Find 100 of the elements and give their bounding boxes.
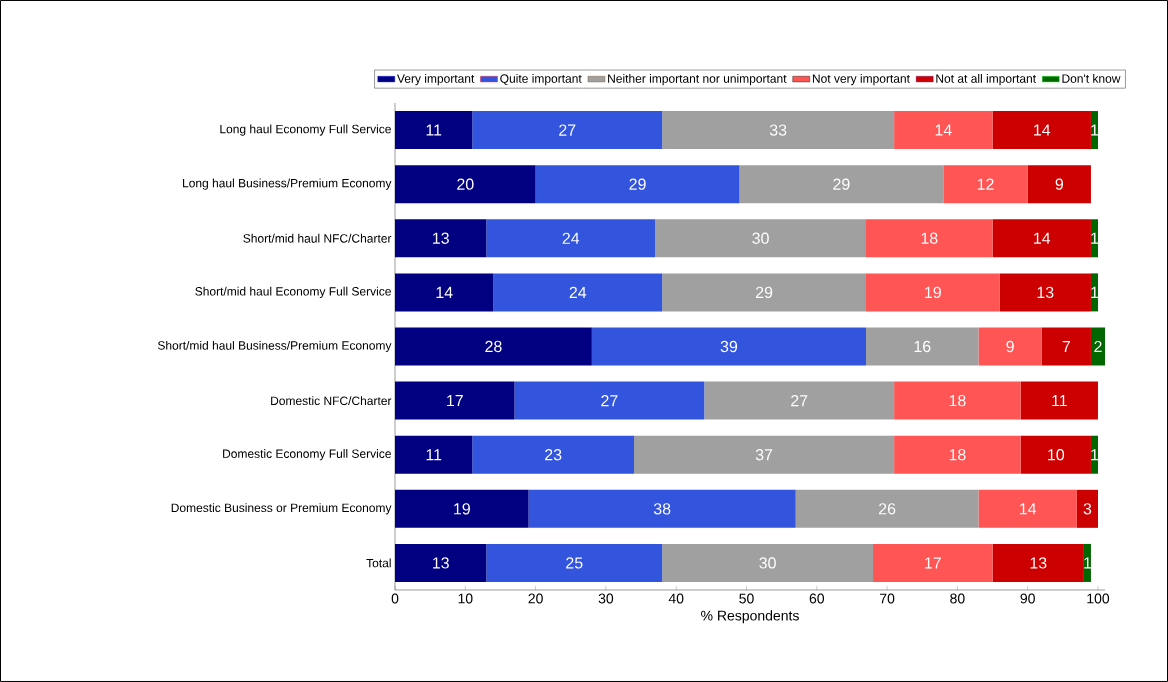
x-tick-label: 70 (880, 593, 895, 604)
bar (634, 435, 895, 474)
bar (999, 273, 1091, 312)
data-label: 14 (1034, 124, 1051, 136)
legend-label: Not very important (812, 74, 910, 86)
bar (739, 165, 944, 204)
bar (395, 381, 515, 420)
bar (894, 435, 1021, 474)
y-tick-label: Short/mid haul NFC/Charter (243, 233, 392, 243)
data-label: 27 (559, 124, 576, 136)
bar (1076, 489, 1098, 528)
data-label: 30 (752, 232, 769, 244)
data-label: 14 (436, 286, 453, 298)
data-label: 13 (433, 557, 449, 569)
bar (486, 219, 656, 258)
bar (591, 327, 866, 366)
data-label: 7 (1062, 340, 1070, 352)
bar (395, 219, 487, 258)
data-label: 30 (759, 557, 776, 569)
data-label: 13 (433, 232, 449, 244)
bar (1090, 111, 1098, 150)
bar (395, 273, 494, 312)
bar (486, 543, 663, 582)
bar (992, 543, 1084, 582)
legend-label: Don't know (1062, 74, 1121, 83)
data-label: 38 (653, 503, 671, 515)
bar (704, 381, 895, 420)
x-tick-label: 10 (458, 593, 473, 604)
legend-label: Very important (397, 74, 475, 86)
data-label: 20 (457, 178, 474, 190)
bar (978, 327, 1042, 366)
data-label: 1 (1091, 449, 1099, 461)
y-tick-label: Long haul Business/Premium Economy (183, 178, 392, 190)
bar (1090, 435, 1098, 474)
bar (992, 219, 1091, 258)
bar (662, 273, 866, 312)
data-label: 9 (1006, 340, 1014, 353)
bar (395, 165, 536, 204)
data-label: 33 (769, 124, 787, 136)
x-tick-label: 20 (528, 593, 543, 604)
x-tick-label: 50 (739, 593, 754, 604)
bar (493, 273, 663, 312)
bar (992, 111, 1091, 150)
data-label: 3 (1083, 503, 1092, 515)
data-label: 9 (1055, 178, 1064, 190)
bar (395, 435, 473, 474)
data-label: 13 (1030, 557, 1047, 569)
data-label: 19 (454, 503, 470, 515)
bar (655, 219, 866, 258)
bar (528, 489, 796, 528)
data-label: 1 (1091, 286, 1099, 298)
bar (894, 111, 993, 150)
bar (1090, 327, 1106, 366)
data-label: 11 (426, 449, 442, 461)
bar (395, 543, 487, 582)
data-label: 16 (914, 340, 931, 353)
bar (1090, 219, 1098, 258)
x-tick-label: 80 (950, 593, 965, 604)
data-label: 17 (925, 557, 941, 569)
data-label: 18 (921, 232, 938, 244)
legend-label: Neither important nor unimportant (608, 74, 787, 86)
data-label: 27 (791, 395, 808, 407)
bar (1027, 165, 1091, 204)
data-label: 14 (1020, 503, 1037, 515)
x-axis-title: % Respondents (701, 610, 799, 624)
bar (795, 489, 979, 528)
bar (894, 381, 1021, 420)
data-label: 11 (1052, 395, 1067, 407)
data-label: 18 (949, 394, 966, 407)
data-label: 28 (485, 340, 502, 353)
y-tick-label: Long haul Economy Full Service (220, 124, 391, 136)
y-tick-label: Domestic Economy Full Service (223, 449, 391, 461)
y-tick-label: Total (366, 558, 391, 568)
bar (395, 111, 473, 150)
data-label: 29 (833, 178, 850, 190)
x-tick-label: 60 (809, 593, 825, 604)
data-label: 1 (1091, 124, 1099, 136)
legend-label: Not at all important (936, 74, 1036, 86)
data-label: 12 (977, 178, 994, 190)
bar (472, 111, 663, 150)
y-tick-label: Short/mid haul Business/Premium Economy (157, 340, 392, 353)
bar (866, 273, 1000, 312)
bar (866, 219, 993, 258)
data-label: 17 (447, 395, 463, 407)
data-label: 1 (1091, 232, 1099, 244)
bar (535, 165, 740, 204)
bar (514, 381, 705, 420)
y-tick-label: Domestic NFC/Charter (271, 396, 392, 406)
x-tick-label: 90 (1020, 593, 1035, 604)
x-tick-label: 100 (1087, 593, 1110, 604)
data-label: 11 (426, 124, 442, 136)
data-label: 39 (720, 340, 738, 353)
data-label: 25 (566, 557, 583, 569)
bar (873, 543, 993, 582)
bar (395, 327, 592, 366)
data-label: 14 (935, 124, 952, 136)
bar (662, 111, 895, 150)
data-label: 13 (1037, 286, 1054, 299)
data-label: 24 (569, 286, 587, 298)
data-label: 14 (1034, 232, 1051, 244)
